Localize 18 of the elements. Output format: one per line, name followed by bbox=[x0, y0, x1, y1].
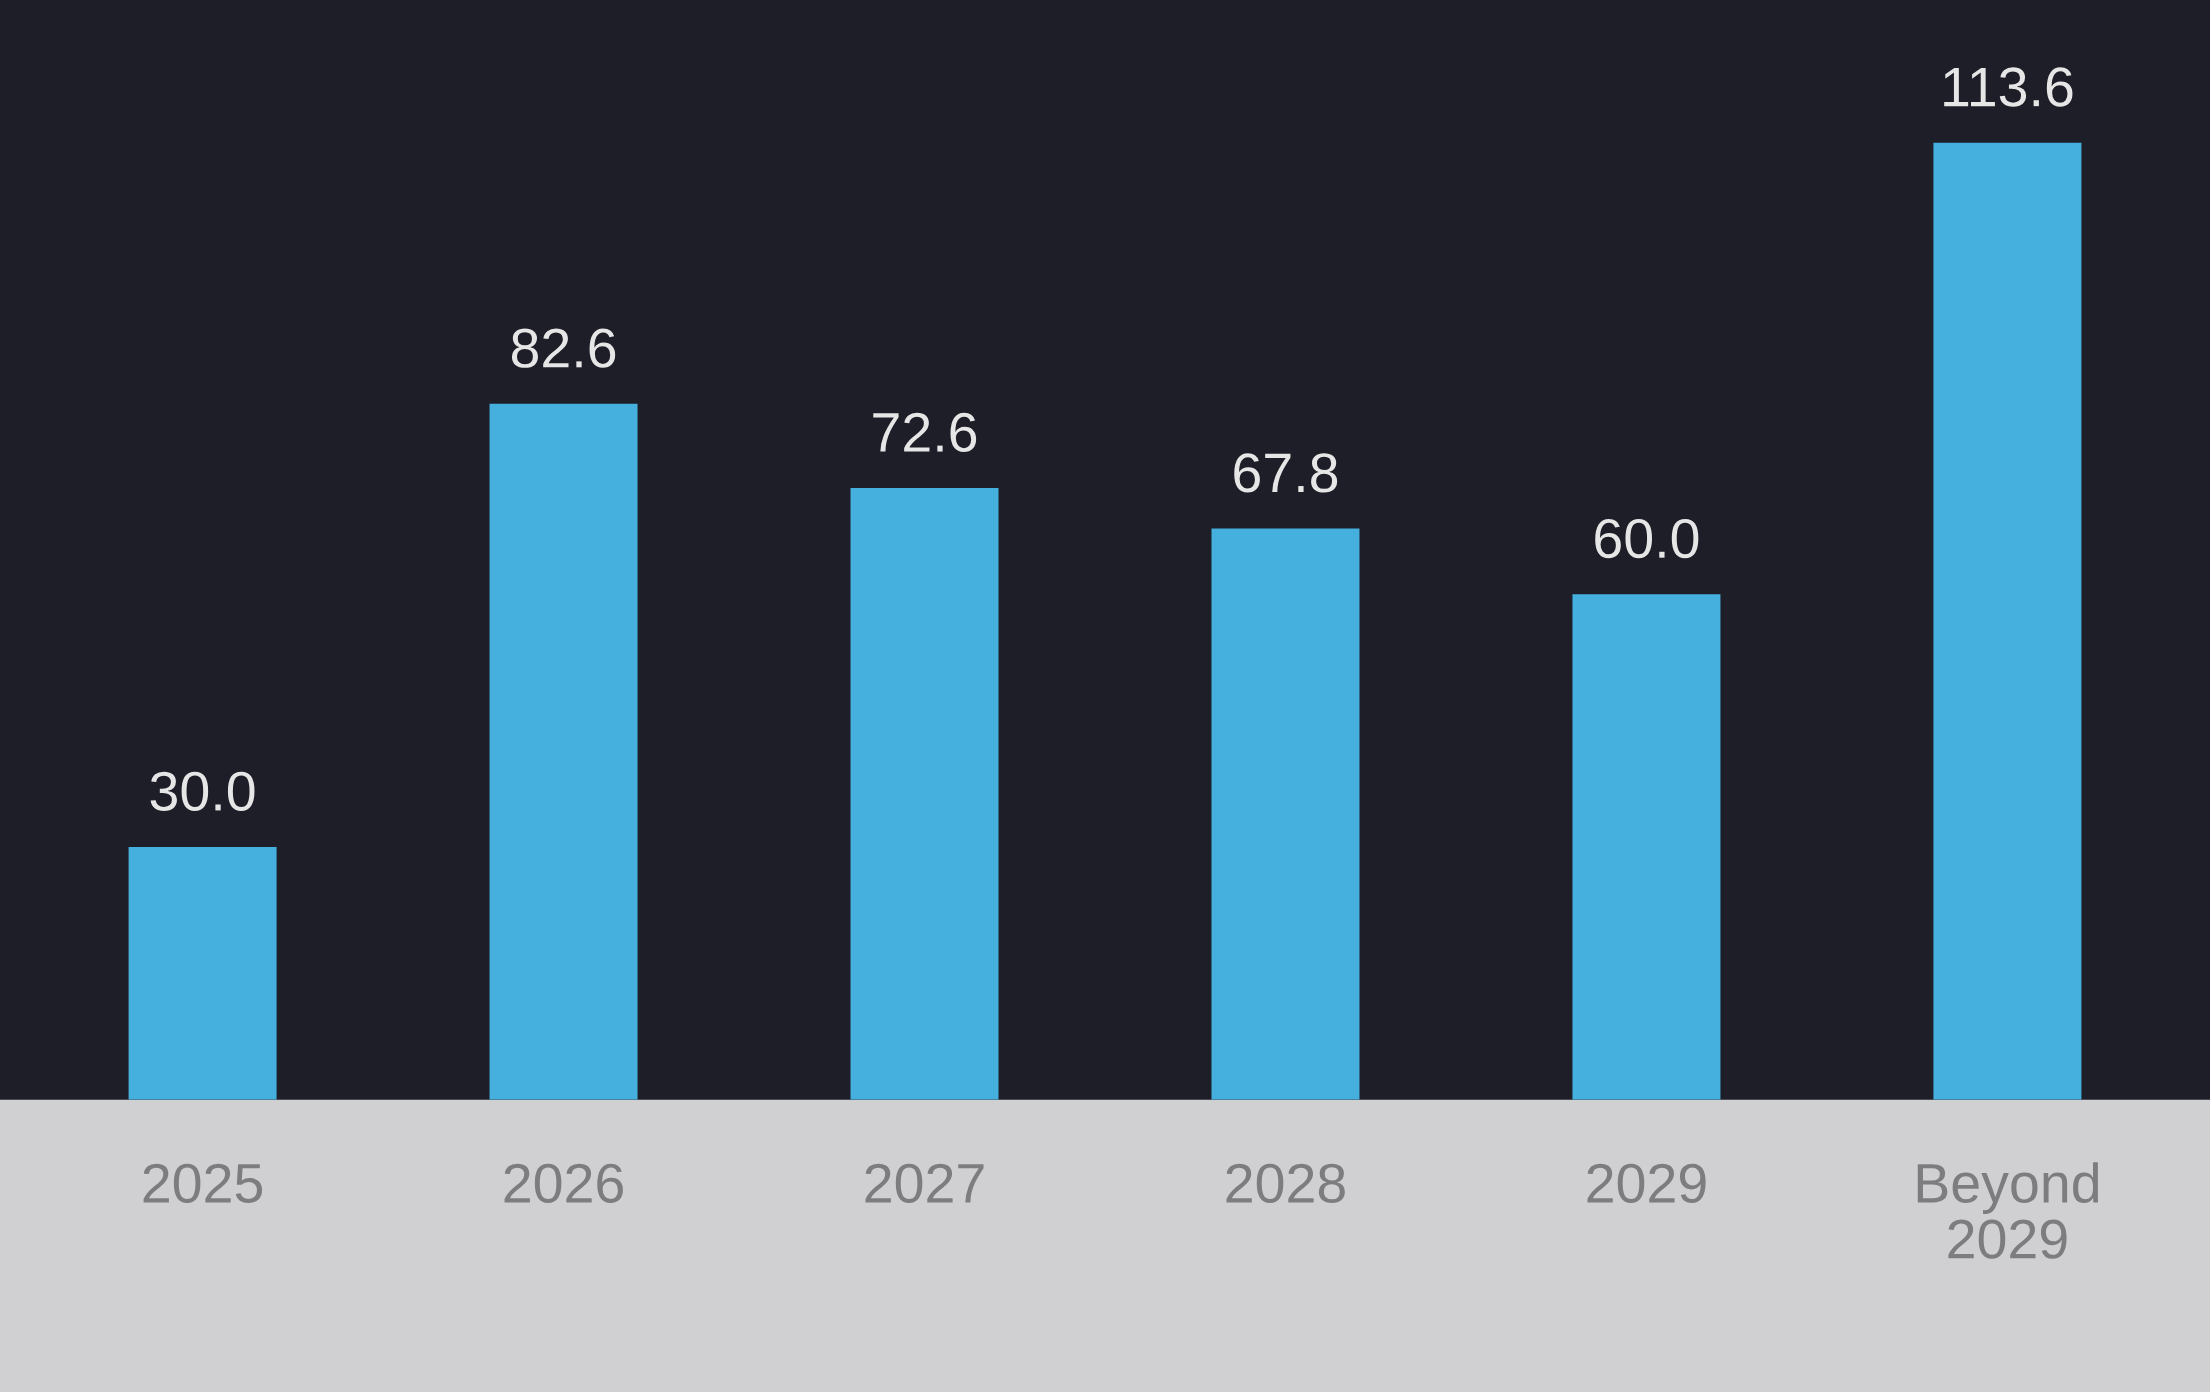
bar bbox=[850, 488, 999, 1100]
data-label: 60.0 bbox=[1595, 518, 1699, 559]
data-label: 30.0 bbox=[150, 771, 255, 811]
x-tick-label: Beyond 2029 bbox=[1917, 1162, 2099, 1259]
bar bbox=[489, 403, 638, 1100]
bar bbox=[128, 846, 277, 1100]
data-label: 82.6 bbox=[511, 328, 616, 368]
x-tick-label: 2027 bbox=[865, 1163, 984, 1203]
bar bbox=[1211, 528, 1360, 1100]
x-tick-label: 2025 bbox=[143, 1163, 263, 1203]
x-tick-label: 2026 bbox=[504, 1163, 623, 1203]
data-label: 113.6 bbox=[1944, 67, 2073, 107]
data-label: 72.6 bbox=[873, 412, 977, 453]
x-tick-label: 2028 bbox=[1226, 1163, 1345, 1203]
data-label: 67.8 bbox=[1234, 453, 1338, 493]
bar bbox=[1572, 594, 1721, 1100]
x-tick-label: 2029 bbox=[1587, 1163, 1706, 1203]
bar bbox=[1933, 142, 2082, 1100]
